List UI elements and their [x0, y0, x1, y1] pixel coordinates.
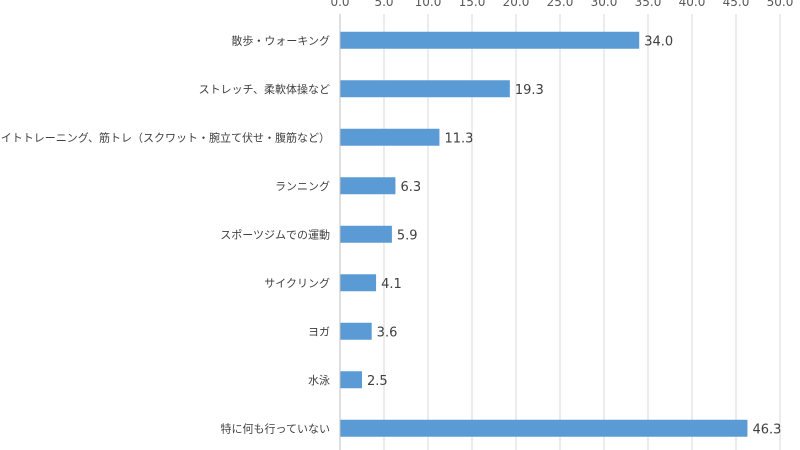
bar — [340, 225, 392, 243]
x-tick-label: 25.0 — [547, 0, 574, 9]
data-label: 11.3 — [444, 131, 473, 146]
x-tick-label: 0.0 — [330, 0, 349, 9]
category-label: ストレッチ、柔軟体操など — [199, 82, 330, 96]
data-labels: 34.0 19.3 11.3 6.3 5.9 4.1 3.6 2.5 46.3 — [367, 34, 781, 437]
category-label: ウェイトトレーニング、筋トレ（スクワット・腕立て伏せ・腹筋など） — [0, 130, 330, 144]
x-tick-label: 10.0 — [415, 0, 442, 9]
bar — [340, 419, 748, 437]
data-label: 4.1 — [381, 277, 402, 292]
data-label: 6.3 — [400, 180, 421, 195]
data-label: 34.0 — [644, 34, 673, 49]
bars — [340, 31, 748, 437]
category-label: 水泳 — [308, 373, 330, 387]
x-tick-label: 15.0 — [459, 0, 486, 9]
bar — [340, 177, 396, 195]
x-tick-label: 30.0 — [591, 0, 618, 9]
x-tick-label: 45.0 — [723, 0, 750, 9]
x-tick-label: 5.0 — [374, 0, 393, 9]
category-label: ヨガ — [308, 325, 330, 338]
category-labels: 散歩・ウォーキングストレッチ、柔軟体操などウェイトトレーニング、筋トレ（スクワッ… — [0, 33, 330, 435]
x-tick-label: 20.0 — [503, 0, 530, 9]
bar — [340, 128, 440, 146]
category-label: 特に何も行っていない — [221, 421, 330, 435]
x-tick-label: 35.0 — [635, 0, 662, 9]
bar — [340, 371, 362, 389]
category-label: ランニング — [275, 179, 330, 193]
bar — [340, 31, 640, 49]
bar — [340, 80, 510, 98]
category-label: サイクリング — [264, 276, 330, 290]
data-label: 3.6 — [377, 325, 398, 340]
data-label: 19.3 — [515, 83, 544, 98]
bar — [340, 322, 372, 340]
data-label: 46.3 — [752, 422, 781, 437]
bar — [340, 274, 377, 292]
x-tick-label: 50.0 — [767, 0, 794, 9]
data-label: 2.5 — [367, 374, 388, 389]
category-label: 散歩・ウォーキング — [231, 33, 330, 47]
x-axis-ticks: 0.0 5.0 10.0 15.0 20.0 25.0 30.0 35.0 40.0 45.0 50… — [330, 0, 793, 9]
x-tick-label: 40.0 — [679, 0, 706, 9]
category-label: スポーツジムでの運動 — [220, 227, 330, 241]
data-label: 5.9 — [397, 228, 418, 243]
